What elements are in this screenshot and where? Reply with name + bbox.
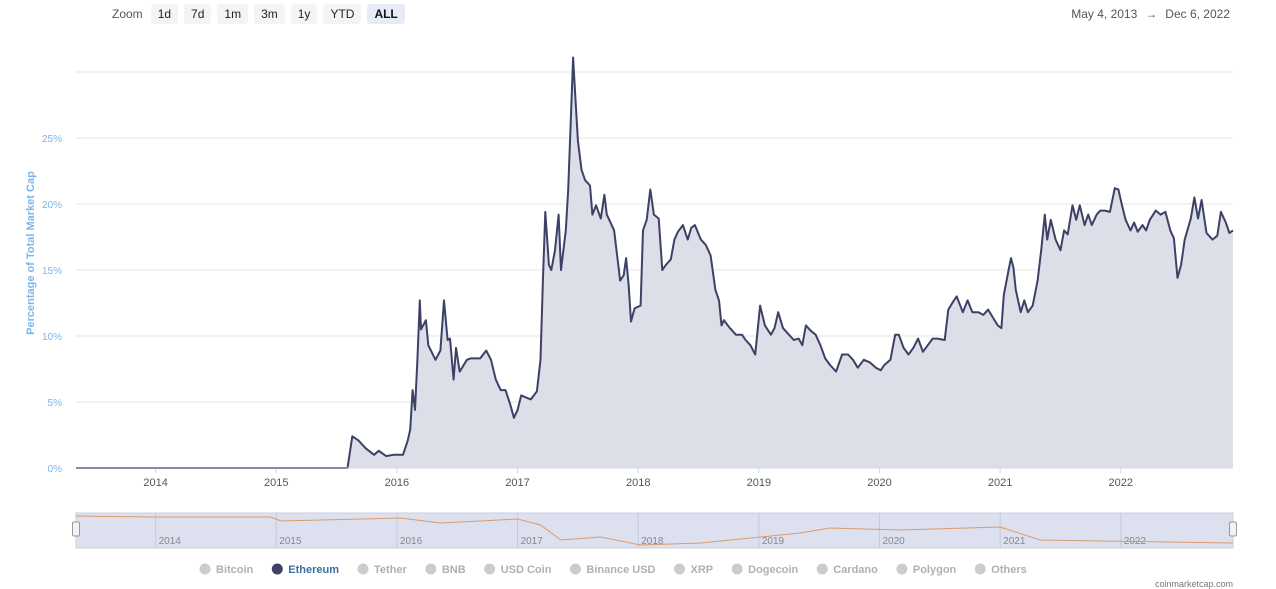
zoom-button[interactable]: 3m xyxy=(254,4,285,24)
legend-label: USD Coin xyxy=(501,564,552,576)
navigator-line xyxy=(75,515,1234,546)
y-tick-label: 10% xyxy=(42,332,62,343)
legend-marker xyxy=(199,563,211,575)
legend-item[interactable]: Others xyxy=(974,563,1027,577)
navigator-tick-label: 2014 xyxy=(159,536,182,547)
legend-label: XRP xyxy=(691,564,714,576)
zoom-label: Zoom xyxy=(112,7,143,21)
legend-marker xyxy=(271,563,283,575)
legend-marker xyxy=(674,563,685,575)
legend-marker xyxy=(425,563,437,575)
legend-label: Polygon xyxy=(913,564,957,576)
legend-label: Dogecoin xyxy=(748,564,798,576)
legend-marker xyxy=(731,563,743,575)
y-tick-label: 25% xyxy=(42,134,62,145)
legend-marker xyxy=(357,563,369,575)
y-axis-label: Percentage of Total Market Cap xyxy=(25,171,37,335)
x-tick-label: 2015 xyxy=(264,477,288,489)
legend-item[interactable]: Tether xyxy=(357,563,408,577)
date-range: May 4, 2013 → Dec 6, 2022 xyxy=(1071,7,1230,21)
range-from[interactable]: May 4, 2013 xyxy=(1071,7,1138,21)
x-tick-label: 2020 xyxy=(867,477,891,489)
legend-label: Binance USD xyxy=(586,564,655,576)
zoom-button[interactable]: ALL xyxy=(367,4,405,24)
legend-marker xyxy=(816,563,828,575)
y-tick-label: 15% xyxy=(42,266,62,277)
series-line xyxy=(76,56,1234,469)
navigator-tick-label: 2015 xyxy=(279,536,302,547)
zoom-button[interactable]: 7d xyxy=(184,4,212,24)
legend-label: BNB xyxy=(442,564,466,576)
x-tick-label: 2017 xyxy=(505,477,529,489)
navigator-tick-label: 2021 xyxy=(1003,536,1026,547)
x-tick-label: 2021 xyxy=(988,477,1012,489)
legend-marker xyxy=(484,563,496,575)
legend-marker xyxy=(974,563,986,575)
navigator-handle[interactable] xyxy=(1229,521,1237,537)
x-tick-label: 2019 xyxy=(747,477,771,489)
legend-marker xyxy=(569,563,581,575)
range-to[interactable]: Dec 6, 2022 xyxy=(1165,7,1230,21)
x-tick-label: 2022 xyxy=(1109,477,1133,489)
legend-label: Cardano xyxy=(833,564,878,576)
zoom-button[interactable]: 1y xyxy=(290,4,318,24)
x-tick-label: 2016 xyxy=(385,477,409,489)
legend-item[interactable]: Ethereum xyxy=(271,563,339,577)
legend-marker xyxy=(896,563,908,575)
legend-item[interactable]: XRP xyxy=(674,563,714,577)
navigator-handle[interactable] xyxy=(72,521,80,537)
navigator-tick-label: 2017 xyxy=(521,536,544,547)
legend-label: Bitcoin xyxy=(216,564,254,576)
navigator-tick-label: 2016 xyxy=(400,536,423,547)
legend-item[interactable]: Polygon xyxy=(896,563,957,577)
area-fill xyxy=(76,57,1233,468)
navigator-tick-label: 2019 xyxy=(762,536,785,547)
zoom-button[interactable]: YTD xyxy=(323,4,362,24)
legend-item[interactable]: Cardano xyxy=(816,563,878,577)
y-tick-label: 0% xyxy=(48,464,63,475)
navigator-tick-label: 2018 xyxy=(641,536,664,547)
zoom-bar: Zoom 1d 7d 1m 3m 1y YTD ALL xyxy=(112,4,405,24)
legend-item[interactable]: Binance USD xyxy=(569,563,656,577)
x-tick-label: 2018 xyxy=(626,477,650,489)
zoom-button[interactable]: 1d xyxy=(150,4,179,24)
navigator-box xyxy=(75,512,1234,549)
legend-label: Ethereum xyxy=(288,564,339,576)
legend-label: Tether xyxy=(374,564,408,576)
zoom-button[interactable]: 1m xyxy=(217,4,249,24)
legend-item[interactable]: Dogecoin xyxy=(731,563,799,577)
legend-item[interactable]: USD Coin xyxy=(484,563,552,577)
legend-label: Others xyxy=(991,564,1026,576)
range-separator: → xyxy=(1145,7,1158,21)
y-tick-label: 20% xyxy=(42,200,62,211)
x-tick-label: 2014 xyxy=(143,477,167,489)
legend-item[interactable]: BNB xyxy=(425,563,466,577)
legend-item[interactable]: Bitcoin xyxy=(199,563,254,577)
source: coinmarketcap.com xyxy=(1155,579,1233,589)
navigator-tick-label: 2020 xyxy=(883,536,906,547)
y-tick-label: 5% xyxy=(48,398,63,409)
